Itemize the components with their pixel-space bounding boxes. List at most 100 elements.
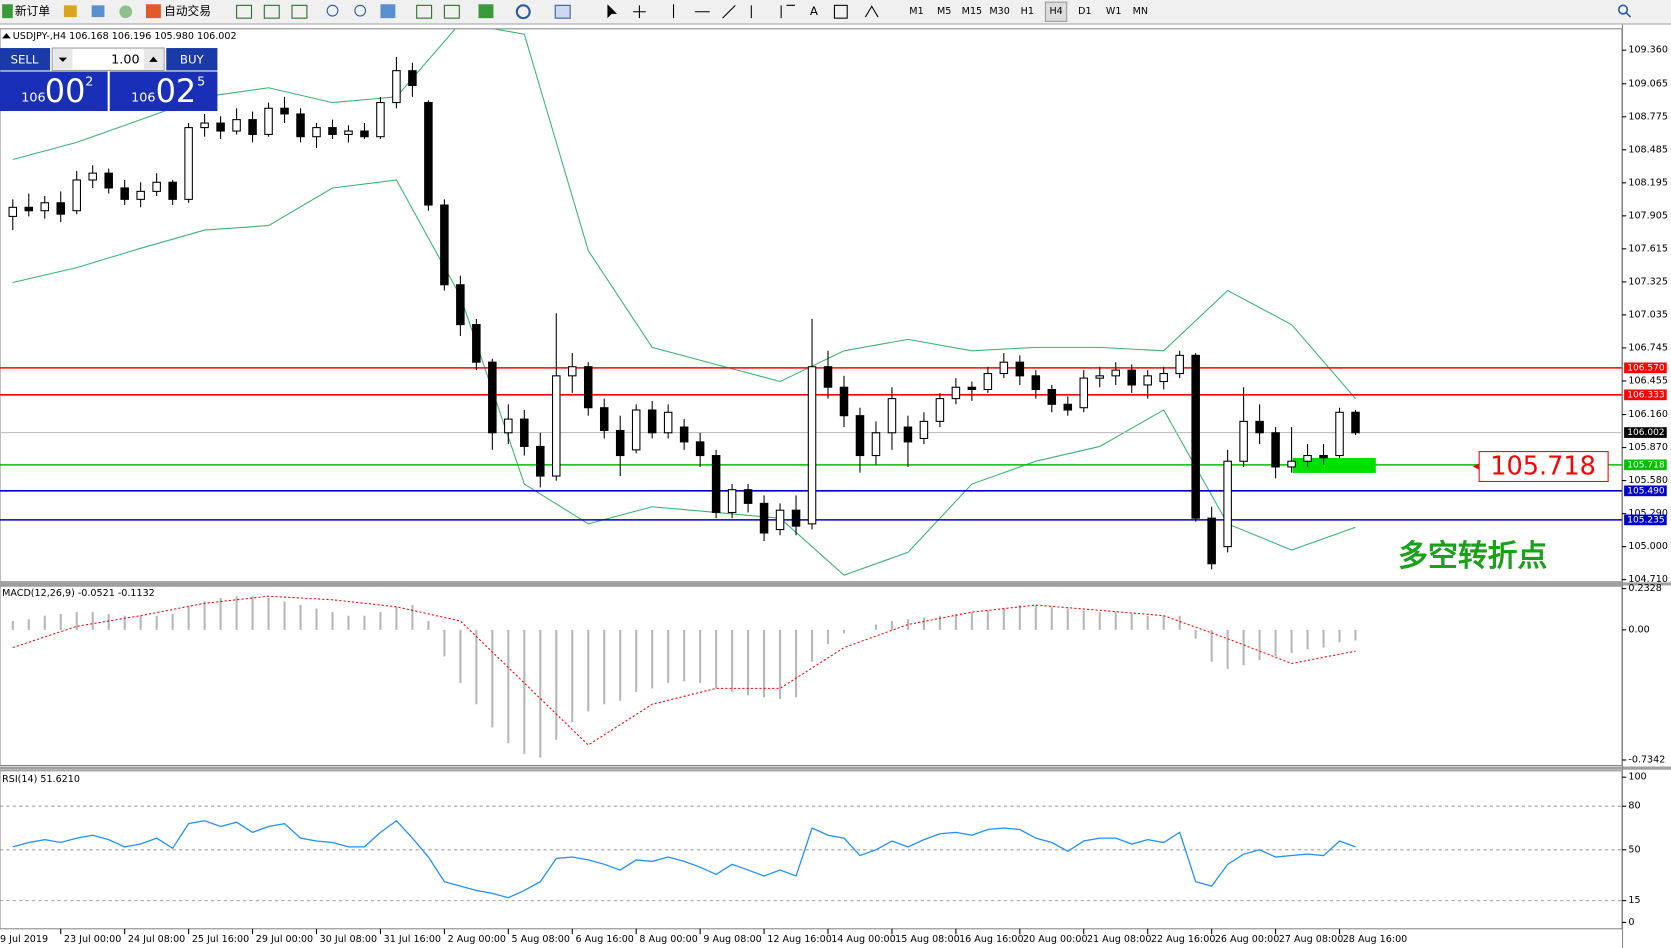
x-tick-label: 28 Aug 16:00	[1343, 934, 1408, 945]
candle-body	[695, 441, 705, 457]
candle-body	[711, 455, 721, 514]
collapse-arrow[interactable]	[2, 33, 11, 39]
candle-body	[168, 181, 177, 200]
candle-body	[456, 284, 465, 326]
tool[interactable]	[354, 4, 367, 17]
candle-body	[1143, 375, 1152, 386]
tool[interactable]	[326, 4, 339, 17]
y-tick-label: 108.775	[1628, 111, 1668, 122]
candle-body	[775, 509, 785, 531]
ask-main: 02	[156, 72, 197, 110]
candle-body	[136, 190, 145, 200]
lot-input[interactable]	[51, 47, 165, 71]
candle-body	[520, 418, 529, 447]
timeframe-button[interactable]: H4	[1049, 6, 1062, 17]
candle-body	[567, 366, 577, 377]
cursor-tool[interactable]	[607, 4, 618, 19]
sell-label[interactable]: SELL	[11, 52, 39, 66]
y-tick-label: 105.580	[1628, 475, 1668, 486]
candle-body	[56, 202, 66, 215]
search-icon	[1625, 12, 1632, 18]
tool[interactable]	[443, 4, 460, 19]
candle-body	[983, 373, 993, 391]
price-level-label: 106.333	[1627, 390, 1665, 400]
timeframe-button[interactable]: M30	[989, 6, 1009, 17]
tool[interactable]	[515, 4, 531, 20]
bollinger-band	[12, 179, 1356, 576]
x-tick-label: 16 Aug 16:00	[959, 934, 1024, 945]
candle-body	[264, 107, 273, 135]
bid-sup: 2	[85, 75, 93, 90]
x-tick-label: 8 Aug 00:00	[639, 934, 697, 945]
candle-body	[967, 386, 977, 391]
macd-plot	[11, 595, 1357, 758]
tool[interactable]	[554, 4, 571, 19]
candle-body	[743, 489, 753, 504]
candle-body	[951, 386, 961, 400]
timeframe-button[interactable]: M5	[937, 6, 951, 17]
candle-body	[344, 130, 353, 135]
x-tick-label: 31 Jul 16:00	[384, 934, 441, 945]
icon[interactable]	[63, 5, 77, 18]
tool[interactable]	[478, 4, 494, 19]
candle-body	[72, 179, 81, 212]
buy-button[interactable]	[166, 48, 218, 71]
rsi-line	[12, 819, 1356, 899]
auto-trade-icon[interactable]	[145, 4, 161, 19]
candle-body	[24, 206, 34, 212]
timeframe-button[interactable]: D1	[1078, 6, 1091, 17]
x-tick-label: 23 Jul 00:00	[64, 934, 121, 945]
current-price-label: 106.002	[1627, 428, 1664, 438]
candle-body	[663, 411, 673, 434]
candle-body	[328, 127, 337, 135]
arrow-tool[interactable]	[864, 5, 879, 18]
icon[interactable]	[119, 5, 133, 19]
tool[interactable]	[236, 4, 253, 19]
timeframe-button[interactable]: W1	[1106, 6, 1122, 17]
tool[interactable]	[416, 4, 433, 19]
lot-value[interactable]: 1.00	[111, 52, 139, 67]
draw-tools[interactable]	[672, 4, 796, 19]
candle-body	[232, 119, 241, 132]
crosshair-tool[interactable]	[633, 5, 646, 19]
text-tool[interactable]: A	[810, 4, 818, 18]
candle-body	[200, 122, 209, 129]
candle-body	[8, 206, 18, 217]
lot-down-icon	[58, 57, 68, 62]
x-tick-label: 27 Aug 08:00	[1279, 934, 1344, 945]
candle-body	[312, 127, 321, 138]
label-tool[interactable]	[833, 4, 848, 19]
sell-button[interactable]	[0, 48, 51, 71]
tool[interactable]	[380, 4, 396, 19]
candle-body	[1047, 388, 1057, 405]
chart-title: USDJPY-,H4 106.168 106.196 105.980 106.0…	[13, 31, 237, 42]
tool[interactable]	[263, 4, 280, 19]
timeframe-button[interactable]: M1	[909, 6, 923, 17]
y-tick-label: 0	[1628, 917, 1634, 928]
candle-body	[40, 202, 50, 212]
new-order-button[interactable]: 新订单	[15, 4, 50, 18]
y-tick-label: 0.2328	[1628, 583, 1661, 594]
x-tick-label: 29 Jul 00:00	[256, 934, 313, 945]
auto-trade-button[interactable]: 自动交易	[164, 4, 211, 18]
icon[interactable]	[91, 5, 105, 18]
trade-panel: SELL 1.00 BUY 106 00 2 106 02 5	[0, 47, 218, 112]
current-price-tag	[1624, 427, 1667, 438]
search-icon[interactable]	[1617, 4, 1629, 15]
timeframe-button[interactable]: M15	[962, 6, 982, 17]
candle-body	[1287, 460, 1296, 468]
ask-box[interactable]	[109, 71, 218, 112]
timeframe-button[interactable]: MN	[1133, 6, 1148, 17]
tool[interactable]	[291, 4, 308, 19]
x-tick-label: 25 Jul 16:00	[192, 934, 249, 945]
x-tick-label: 9 Aug 08:00	[703, 934, 761, 945]
buy-label[interactable]: BUY	[180, 52, 205, 66]
candle-body	[1079, 377, 1089, 409]
candle-body	[1223, 460, 1232, 548]
y-tick-label: 80	[1628, 801, 1640, 812]
price-level-label: 105.490	[1627, 486, 1665, 496]
new-order-icon[interactable]	[2, 4, 13, 19]
bid-box[interactable]	[0, 71, 108, 112]
timeframe-button[interactable]: H1	[1021, 6, 1034, 17]
y-tick-label: 0.00	[1628, 624, 1649, 635]
